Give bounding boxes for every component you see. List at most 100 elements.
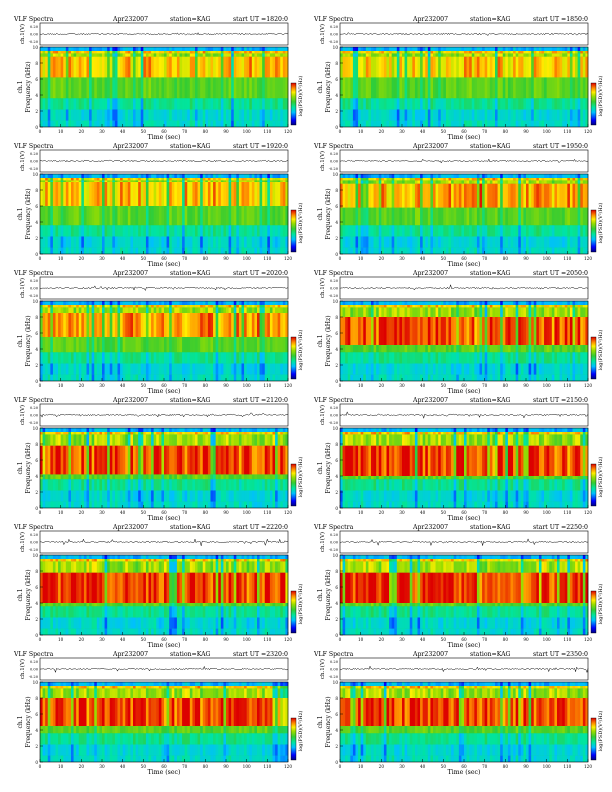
spectrogram-cell bbox=[153, 225, 157, 237]
spectrogram-cell bbox=[130, 77, 134, 99]
spectrogram-cell bbox=[86, 77, 90, 99]
spectrogram-cell bbox=[275, 374, 278, 381]
spectrogram-cell bbox=[371, 47, 374, 51]
spectrogram-cell bbox=[272, 47, 276, 51]
spectrogram-cell bbox=[91, 206, 95, 226]
spectrogram-cell bbox=[474, 178, 478, 181]
spectrogram-cell bbox=[55, 53, 59, 57]
spectrogram-cell bbox=[89, 313, 92, 337]
spectrogram-xtick-label: 80 bbox=[503, 256, 509, 261]
spectrogram-cell bbox=[389, 109, 392, 121]
spectrogram-cell bbox=[557, 305, 560, 308]
spectrogram-cell bbox=[145, 236, 149, 248]
spectrogram-cell bbox=[541, 53, 545, 57]
spectrogram-cell bbox=[171, 178, 175, 181]
spectrogram-cell bbox=[40, 307, 43, 313]
spectrogram-xtick-label: 110 bbox=[563, 129, 571, 134]
spectrogram-cell bbox=[461, 77, 465, 99]
spectrogram-cell bbox=[156, 182, 160, 206]
spectrogram-cell bbox=[492, 225, 496, 237]
spectrogram-cell bbox=[40, 352, 43, 364]
spectrogram-cell bbox=[272, 313, 276, 337]
spectrogram-cell bbox=[226, 98, 229, 110]
spectrogram-cell bbox=[65, 178, 69, 181]
spectrogram-cell bbox=[109, 363, 113, 375]
spectrogram-cell bbox=[526, 53, 529, 57]
spectrogram-cell bbox=[414, 174, 418, 178]
spectrogram-cell bbox=[223, 352, 227, 364]
spectrogram-cell bbox=[133, 352, 136, 364]
spectrogram-cell bbox=[156, 352, 160, 364]
spectrogram-cell bbox=[96, 98, 100, 110]
spectrogram-cell bbox=[554, 225, 558, 237]
spectrogram-cell bbox=[456, 56, 460, 78]
spectrogram-cell bbox=[148, 109, 152, 121]
spectrogram-cell bbox=[575, 56, 578, 78]
spectrogram-cell bbox=[417, 207, 421, 226]
spectrogram-cell bbox=[262, 247, 266, 254]
waveform-ytick-label: 0.00 bbox=[330, 160, 339, 164]
spectrogram-cell bbox=[96, 77, 100, 99]
spectrogram-cell bbox=[577, 183, 581, 208]
spectrogram-cell bbox=[526, 183, 529, 208]
spectrogram-cell bbox=[120, 182, 123, 206]
waveform-ytick-label: 0.20 bbox=[330, 279, 339, 283]
spectrogram-cell bbox=[526, 301, 529, 305]
spectrogram-xlabel: Time (sec) bbox=[448, 388, 481, 395]
spectrogram-cell bbox=[476, 352, 480, 364]
spectrogram-cell bbox=[520, 352, 524, 364]
spectrogram-cell bbox=[179, 301, 183, 305]
spectrogram-cell bbox=[63, 307, 67, 313]
spectrogram-cell bbox=[140, 77, 144, 99]
spectrogram-cell bbox=[86, 313, 90, 337]
spectrogram-cell bbox=[507, 307, 511, 317]
spectrogram-cell bbox=[549, 109, 553, 121]
panel-title: VLF Spectra bbox=[13, 143, 54, 150]
spectrogram-cell bbox=[58, 109, 61, 121]
spectrogram-cell bbox=[391, 307, 395, 317]
spectrogram-cell bbox=[40, 98, 43, 110]
spectrogram-cell bbox=[567, 77, 571, 99]
spectrogram-cell bbox=[114, 305, 118, 308]
spectrogram-cell bbox=[562, 180, 566, 184]
spectrogram-cell bbox=[528, 180, 532, 184]
spectrogram-cell bbox=[179, 313, 183, 337]
spectrogram-cell bbox=[184, 374, 188, 381]
spectrogram-cell bbox=[536, 98, 540, 110]
spectrogram-cell bbox=[412, 109, 416, 121]
spectrogram-cell bbox=[433, 236, 436, 248]
spectrogram-ylabel: Frequency (kHz) bbox=[325, 188, 332, 239]
spectrogram-cell bbox=[241, 182, 245, 206]
spectrogram-cell bbox=[236, 47, 240, 51]
spectrogram-cell bbox=[267, 305, 271, 308]
spectrogram-cell bbox=[42, 313, 46, 337]
spectrogram-cell bbox=[484, 225, 488, 237]
colorbar-label: log(PSD)(V²/Hz) bbox=[297, 203, 304, 244]
spectrogram-cell bbox=[148, 174, 152, 178]
spectrogram-cell bbox=[210, 174, 214, 178]
spectrogram-cell bbox=[412, 352, 416, 364]
spectrogram-cell bbox=[195, 178, 198, 181]
spectrogram-cell bbox=[502, 207, 506, 226]
spectrogram-cell bbox=[559, 109, 563, 121]
spectrogram-cell bbox=[244, 225, 247, 237]
spectrogram-cell bbox=[280, 301, 284, 305]
spectrogram-cell bbox=[50, 47, 54, 51]
spectrogram-cell bbox=[202, 307, 206, 313]
spectrogram-cell bbox=[174, 363, 178, 375]
spectrogram-ytick-label: 8 bbox=[335, 315, 338, 320]
spectrogram-cell bbox=[68, 363, 72, 375]
spectrogram-cell bbox=[513, 98, 516, 110]
spectrogram-cell bbox=[52, 247, 56, 254]
spectrogram-cell bbox=[138, 180, 142, 182]
spectrogram-cell bbox=[407, 47, 411, 51]
spectrogram-cell bbox=[425, 307, 429, 317]
spectrogram-cell bbox=[458, 56, 462, 78]
spectrogram-cell bbox=[246, 363, 250, 375]
spectrogram-cell bbox=[409, 236, 413, 248]
spectrogram-xtick-label: 0 bbox=[339, 256, 342, 261]
spectrogram-cell bbox=[502, 56, 506, 78]
spectrogram-cell bbox=[233, 301, 237, 305]
spectrogram-cell bbox=[546, 236, 550, 248]
spectrogram-cell bbox=[109, 47, 113, 51]
